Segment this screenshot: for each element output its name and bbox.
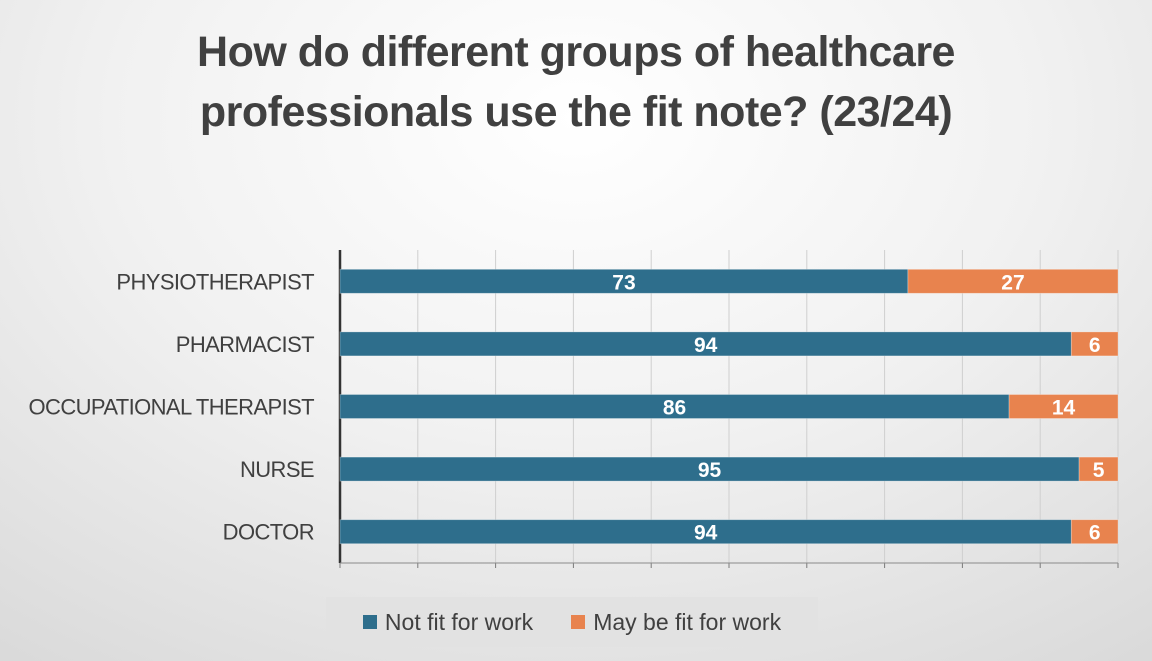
- bar-may-be-fit: [907, 268, 1119, 294]
- category-label: PHYSIOTHERAPIST: [116, 269, 314, 294]
- data-label: 95: [698, 459, 722, 482]
- legend-swatch: [362, 615, 377, 629]
- data-label: 86: [663, 397, 686, 420]
- data-label: 6: [1089, 334, 1101, 357]
- chart-legend: Not fit for work May be fit for work: [326, 597, 818, 647]
- category-label: DOCTOR: [223, 520, 314, 545]
- data-label: 14: [1052, 397, 1076, 420]
- bar-may-be-fit: [1070, 519, 1119, 545]
- legend-label: May be fit for work: [593, 608, 782, 635]
- legend-item: Not fit for work: [362, 608, 534, 636]
- category-label: NURSE: [240, 457, 314, 482]
- legend-label: Not fit for work: [384, 608, 534, 635]
- bar-may-be-fit: [1070, 331, 1119, 357]
- chart-title: How do different groups of healthcare pr…: [0, 22, 1152, 142]
- data-label: 94: [694, 334, 718, 357]
- bar-not-fit: [339, 394, 1010, 419]
- bar-may-be-fit: [1078, 456, 1119, 482]
- bar-not-fit: [339, 519, 1072, 545]
- chart-title-line-2: professionals use the fit note? (23/24): [199, 88, 953, 136]
- data-label: 27: [1001, 271, 1024, 294]
- legend-swatch: [571, 615, 586, 629]
- category-label: OCCUPATIONAL THERAPIST: [29, 395, 315, 420]
- legend-item: May be fit for work: [571, 609, 781, 636]
- data-label: 6: [1089, 522, 1101, 545]
- data-label: 73: [612, 271, 635, 294]
- category-label: PHARMACIST: [176, 332, 314, 357]
- bar-not-fit: [339, 331, 1072, 357]
- chart-title-line-1: How do different groups of healthcare: [197, 28, 955, 76]
- data-label: 5: [1093, 459, 1105, 482]
- bar-may-be-fit: [1008, 394, 1119, 419]
- data-label: 94: [694, 522, 718, 545]
- bar-not-fit: [339, 456, 1080, 482]
